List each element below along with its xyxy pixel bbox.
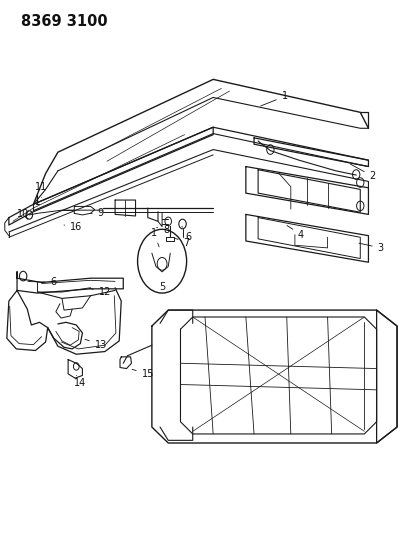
Text: 8369 3100: 8369 3100 — [21, 14, 108, 29]
Text: 2: 2 — [350, 164, 375, 181]
Text: 14: 14 — [74, 375, 86, 389]
Text: 3: 3 — [358, 243, 383, 253]
Text: 8: 8 — [156, 225, 169, 236]
Text: 11: 11 — [35, 182, 47, 197]
Text: 9: 9 — [90, 208, 103, 219]
Text: 5: 5 — [159, 282, 165, 292]
Text: 6: 6 — [182, 227, 191, 243]
Text: 4: 4 — [286, 225, 303, 240]
Text: 10: 10 — [17, 209, 29, 220]
Text: 12: 12 — [89, 287, 111, 297]
Text: 1: 1 — [260, 91, 287, 106]
Text: 1: 1 — [151, 228, 159, 247]
Text: 7: 7 — [175, 238, 189, 247]
Text: 15: 15 — [132, 369, 154, 379]
Text: 16: 16 — [64, 222, 82, 232]
Text: 6: 6 — [28, 278, 57, 287]
Text: 13: 13 — [85, 339, 107, 350]
